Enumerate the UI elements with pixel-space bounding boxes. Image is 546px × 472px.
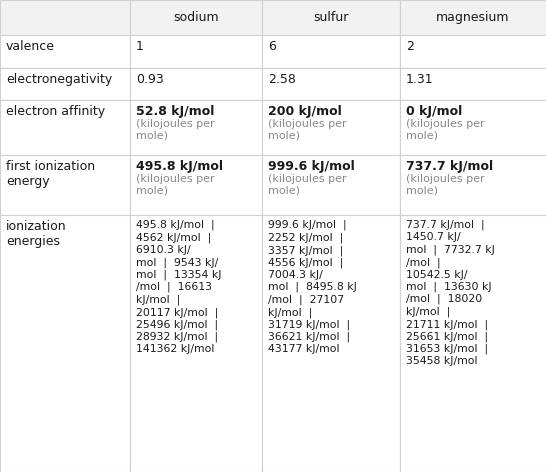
Text: (kilojoules per
mole): (kilojoules per mole) [136,119,215,141]
Text: 2.58: 2.58 [268,73,296,86]
Text: (kilojoules per
mole): (kilojoules per mole) [406,174,485,195]
Bar [0,215,130,472]
Text: ionization
energies: ionization energies [6,220,67,248]
Text: 495.8 kJ/mol: 495.8 kJ/mol [136,160,223,173]
Bar [262,155,400,215]
Text: sulfur: sulfur [313,11,349,24]
Text: sodium: sodium [173,11,219,24]
Bar [130,215,262,472]
Bar [130,155,262,215]
Text: first ionization
energy: first ionization energy [6,160,95,188]
Text: (kilojoules per
mole): (kilojoules per mole) [268,119,347,141]
Bar [400,100,546,155]
Text: valence: valence [6,40,55,53]
Text: 0.93: 0.93 [136,73,164,86]
Bar [400,68,546,100]
Bar [262,215,400,472]
Bar [0,35,130,68]
Text: 2: 2 [406,40,414,53]
Bar [400,215,546,472]
Text: electronegativity: electronegativity [6,73,112,86]
Bar [130,35,262,68]
Text: (kilojoules per
mole): (kilojoules per mole) [406,119,485,141]
Text: 737.7 kJ/mol  |
1450.7 kJ/
mol  |  7732.7 kJ
/mol  |
10542.5 kJ/
mol  |  13630 k: 737.7 kJ/mol | 1450.7 kJ/ mol | 7732.7 k… [406,220,495,366]
Text: 495.8 kJ/mol  |
4562 kJ/mol  |
6910.3 kJ/
mol  |  9543 kJ/
mol  |  13354 kJ
/mol: 495.8 kJ/mol | 4562 kJ/mol | 6910.3 kJ/ … [136,220,222,354]
Bar [0,155,130,215]
Text: 737.7 kJ/mol: 737.7 kJ/mol [406,160,493,173]
Bar [262,35,400,68]
Bar [262,100,400,155]
Text: 999.6 kJ/mol  |
2252 kJ/mol  |
3357 kJ/mol  |
4556 kJ/mol  |
7004.3 kJ/
mol  |  : 999.6 kJ/mol | 2252 kJ/mol | 3357 kJ/mol… [268,220,357,354]
Bar [0,68,130,100]
Bar [130,0,262,35]
Text: 6: 6 [268,40,276,53]
Bar [0,100,130,155]
Bar [130,100,262,155]
Text: 999.6 kJ/mol: 999.6 kJ/mol [268,160,355,173]
Bar [0,0,130,35]
Text: 1.31: 1.31 [406,73,434,86]
Text: 1: 1 [136,40,144,53]
Bar [400,0,546,35]
Text: 0 kJ/mol: 0 kJ/mol [406,105,462,118]
Text: (kilojoules per
mole): (kilojoules per mole) [268,174,347,195]
Bar [400,155,546,215]
Bar [130,68,262,100]
Bar [262,68,400,100]
Text: (kilojoules per
mole): (kilojoules per mole) [136,174,215,195]
Bar [400,35,546,68]
Text: 52.8 kJ/mol: 52.8 kJ/mol [136,105,215,118]
Text: magnesium: magnesium [436,11,510,24]
Bar [262,0,400,35]
Text: electron affinity: electron affinity [6,105,105,118]
Text: 200 kJ/mol: 200 kJ/mol [268,105,342,118]
